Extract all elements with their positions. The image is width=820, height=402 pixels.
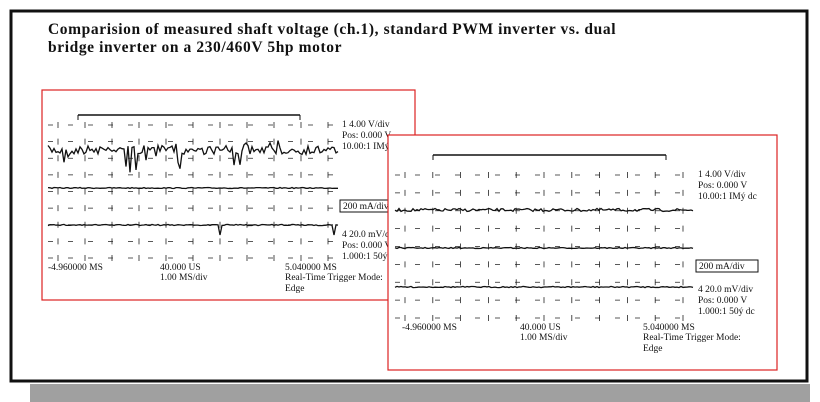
current-scale: 200 mA/div [699,262,745,272]
ch1-label: 10.00:1 IMý dc [698,192,757,202]
ch4-label: 4 20.0 mV/div [698,285,753,295]
ch1-label: 1 4.00 V/div [698,170,746,180]
trace [394,285,694,289]
trigger: Edge [643,344,663,354]
title: Comparision of measured shaft voltage (c… [48,21,616,38]
time-center: 1.00 MS/div [520,333,568,343]
trace [47,140,339,173]
trace [394,207,694,213]
trigger: Edge [285,284,305,294]
ch4-label: 1.000:1 50ý dc [342,252,399,262]
time-center: 1.00 MS/div [160,273,208,283]
time-center: 40.000 US [520,323,561,333]
trace [394,246,694,250]
ch4-label: 4 20.0 mV/div [342,230,397,240]
time-right: 5.040000 MS [643,323,695,333]
time-left: -4.960000 MS [402,323,457,333]
ch4-label: 1.000:1 50ý dc [698,307,755,317]
trace [47,223,339,236]
time-left: -4.960000 MS [48,263,103,273]
shadow [30,384,810,402]
trigger: Real-Time Trigger Mode: [643,333,741,343]
trigger: Real-Time Trigger Mode: [285,273,383,283]
trace [47,186,338,190]
ch1-label: Pos: 0.000 V [342,131,391,141]
ch1-label: Pos: 0.000 V [698,181,747,191]
current-scale: 200 mA/div [343,202,389,212]
time-right: 5.040000 MS [285,263,337,273]
panel-frame [387,134,778,371]
ch4-label: Pos: 0.000 V [698,296,747,306]
ch4-label: Pos: 0.000 V [342,241,391,251]
ch1-label: 1 4.00 V/div [342,120,390,130]
ch1-label: 10.00:1 IMý dc [342,142,401,152]
current-box [695,259,759,273]
time-center: 40.000 US [160,263,201,273]
title: bridge inverter on a 230/460V 5hp motor [48,39,342,56]
